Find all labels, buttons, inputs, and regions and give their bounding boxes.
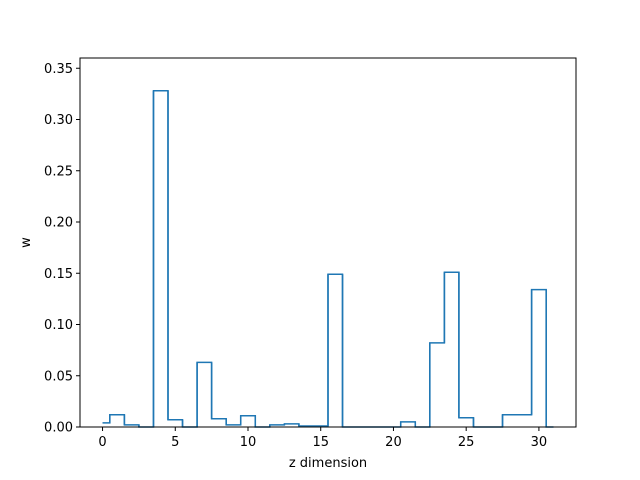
x-tick-label: 25 <box>458 435 475 450</box>
x-tick-label: 15 <box>312 435 329 450</box>
axis-ticks: 0 5 10 15 20 25 30 0.00 0.05 0.10 0.15 0.20 0.25 0.30… <box>44 62 547 450</box>
x-tick-label: 5 <box>171 435 179 450</box>
y-axis-label: w <box>19 237 34 248</box>
y-tick-label: 0.15 <box>44 267 73 282</box>
x-axis-label: z dimension <box>289 456 367 471</box>
y-tick-label: 0.35 <box>44 62 73 77</box>
y-tick-label: 0.05 <box>44 369 73 384</box>
y-tick-label: 0.30 <box>44 113 73 128</box>
y-tick-label: 0.00 <box>44 421 73 436</box>
plot-area <box>102 90 554 428</box>
x-tick-label: 0 <box>98 435 106 450</box>
x-tick-label: 10 <box>240 435 257 450</box>
y-tick-label: 0.25 <box>44 164 73 179</box>
y-tick-label: 0.10 <box>44 318 73 333</box>
y-tick-label: 0.20 <box>44 216 73 231</box>
axes-frame <box>79 57 577 428</box>
x-tick-label: 20 <box>385 435 402 450</box>
x-tick-label: 30 <box>531 435 548 450</box>
